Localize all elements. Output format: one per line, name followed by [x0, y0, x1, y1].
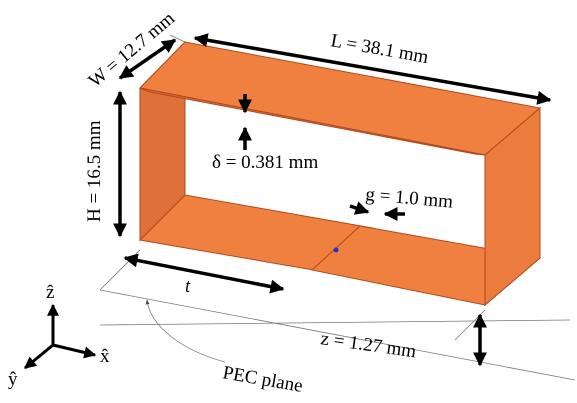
z-label: z = 1.27 mm — [319, 328, 417, 362]
plane-label: PEC plane — [221, 362, 304, 397]
diagram: W = 12.7 mm L = 38.1 mm H = 16.5 mm δ = … — [0, 0, 577, 403]
axis-y: ŷ — [8, 369, 18, 390]
height-label: H = 16.5 mm — [84, 120, 105, 222]
gap-label: g = 1.0 mm — [365, 184, 454, 213]
waveguide-box — [140, 42, 540, 305]
t-label: t — [185, 276, 191, 297]
axis-x: x̂ — [100, 346, 110, 367]
thickness-label: δ = 0.381 mm — [212, 152, 318, 173]
axis-z: ẑ — [46, 282, 54, 303]
